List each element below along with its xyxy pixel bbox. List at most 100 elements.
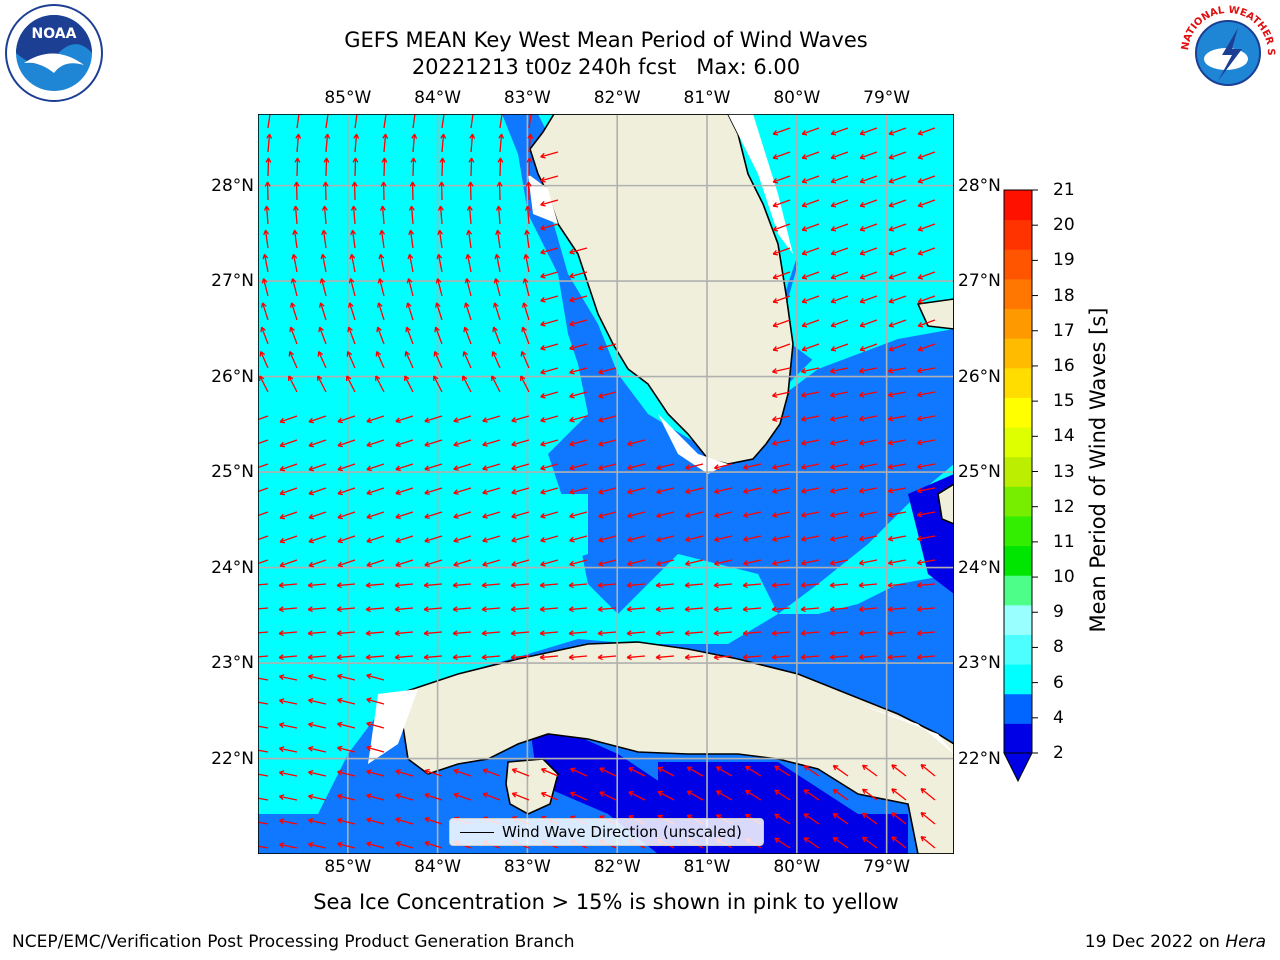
wind-wave-arrow [258, 607, 269, 610]
wind-wave-arrow [714, 511, 733, 519]
wind-wave-arrow [380, 181, 387, 201]
wind-wave-arrow [511, 463, 530, 471]
wind-wave-arrow [743, 559, 762, 566]
wind-wave-arrow [308, 487, 327, 496]
wind-wave-arrow [437, 229, 444, 249]
wind-wave-arrow [510, 606, 530, 613]
wind-wave-arrow [424, 840, 443, 849]
lon-tick-label-top: 81°W [683, 88, 731, 108]
wind-wave-arrow [801, 319, 820, 328]
wind-wave-arrow [279, 439, 298, 448]
wind-wave-arrow [772, 271, 791, 280]
wind-wave-arrow [829, 439, 849, 446]
wind-wave-arrow [830, 295, 849, 304]
colorbar-label: 21 [1053, 180, 1075, 200]
wind-wave-arrow [407, 253, 414, 273]
wind-wave-arrow [365, 630, 385, 637]
wind-wave-arrow [258, 511, 269, 517]
wind-wave-arrow [830, 175, 849, 184]
wind-wave-arrow [317, 351, 327, 369]
wind-wave-arrow [278, 746, 298, 753]
colorbar-segment [1004, 427, 1032, 458]
wind-wave-arrow [337, 793, 356, 801]
wind-wave-arrow [258, 559, 269, 565]
wind-wave-arrow [307, 654, 327, 661]
wind-wave-arrow [888, 271, 907, 280]
wind-wave-arrow [745, 765, 762, 777]
wind-wave-arrow [569, 271, 588, 279]
wind-wave-arrow [322, 181, 329, 201]
wind-wave-arrow [540, 487, 559, 495]
wind-wave-arrow [307, 630, 327, 637]
wind-wave-arrow [279, 535, 298, 544]
wind-wave-arrow [452, 654, 472, 661]
wind-wave-arrow [394, 654, 414, 661]
lon-tick-label-top: 83°W [503, 88, 551, 108]
wind-wave-arrow [597, 654, 617, 661]
colorbar-label: 16 [1053, 355, 1075, 376]
wind-wave-arrow [279, 511, 298, 520]
wind-wave-arrow [858, 367, 878, 374]
lat-tick-label-right: 25°N [958, 462, 1001, 483]
lat-tick-label-right: 23°N [958, 653, 1001, 674]
wind-wave-arrow [920, 811, 936, 825]
wind-wave-arrow [887, 439, 907, 446]
wind-wave-arrow [858, 415, 878, 422]
wind-wave-arrow [801, 151, 820, 160]
wind-wave-arrow [453, 559, 472, 567]
colorbar-label: 11 [1053, 531, 1075, 552]
wind-wave-arrow [511, 511, 530, 519]
wind-wave-arrow [379, 229, 386, 249]
map-frame [258, 114, 954, 854]
legend-label: Wind Wave Direction (unscaled) [502, 823, 742, 841]
wind-wave-arrow [353, 133, 360, 153]
wind-wave-arrow [452, 606, 472, 613]
wind-wave-arrow [829, 606, 849, 613]
wind-wave-arrow [510, 582, 530, 589]
wind-wave-arrow [917, 247, 936, 256]
wind-wave-arrow [685, 487, 704, 495]
wind-wave-arrow [713, 630, 733, 637]
wind-wave-arrow [288, 351, 298, 369]
wind-wave-arrow [511, 768, 530, 777]
wind-wave-arrow [405, 326, 414, 345]
wind-wave-arrow [800, 487, 820, 494]
wind-wave-arrow [337, 511, 356, 520]
wind-wave-arrow [917, 175, 936, 184]
wind-wave-arrow [308, 793, 327, 801]
colorbar-segment [1004, 486, 1032, 517]
wind-wave-arrow [888, 295, 907, 304]
wind-wave-arrow [599, 791, 617, 801]
nws-logo: NATIONAL WEATHER SERVICE [1178, 3, 1276, 101]
wind-wave-arrow [714, 559, 733, 567]
wind-wave-arrow [888, 127, 907, 136]
wind-wave-arrow [510, 654, 530, 661]
lon-tick-label-bottom: 80°W [773, 857, 821, 877]
wind-wave-arrow [801, 271, 820, 280]
wind-wave-arrow [481, 606, 501, 613]
wind-wave-arrow [917, 271, 936, 280]
wind-wave-arrow [771, 439, 791, 446]
wind-wave-arrow [861, 812, 878, 825]
wind-wave-arrow [655, 654, 675, 661]
wind-wave-arrow [337, 463, 356, 472]
wind-wave-arrow [291, 253, 298, 273]
wind-wave-arrow [394, 582, 414, 589]
wind-wave-arrow [394, 606, 414, 613]
wind-wave-arrow [308, 463, 327, 472]
wind-wave-arrow [258, 631, 269, 634]
wind-wave-arrow [293, 181, 300, 201]
wind-wave-arrow [395, 415, 414, 424]
wind-wave-arrow [452, 582, 472, 589]
wind-wave-arrow [262, 253, 269, 273]
wind-wave-arrow [771, 367, 791, 374]
wind-wave-arrow [395, 559, 414, 568]
wind-wave-arrow [887, 391, 907, 398]
wind-wave-arrow [324, 133, 331, 153]
wind-wave-arrow [337, 769, 356, 777]
wind-wave-arrow [307, 606, 327, 613]
wind-wave-arrow [258, 845, 269, 849]
colorbar-label: 18 [1053, 285, 1075, 306]
wind-wave-arrow [258, 463, 269, 469]
wind-wave-arrow [493, 278, 501, 297]
